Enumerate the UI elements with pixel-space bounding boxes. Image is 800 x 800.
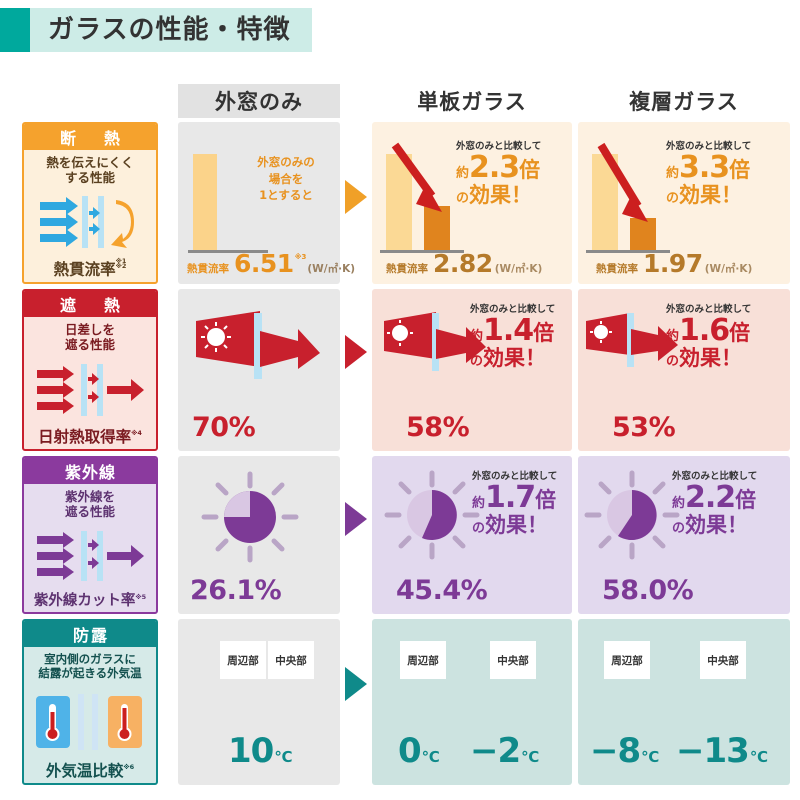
uv-pie-sun-icon (584, 470, 680, 560)
chip-edge-label: 周辺部 (604, 641, 650, 679)
value-uv-single-pane: 45.4% (396, 575, 488, 606)
uv-pie-sun-icon (200, 470, 300, 564)
column-header-outer-only: 外窓のみ (178, 84, 340, 118)
row-label-subtitle: 熱を伝えにくく する性能 (46, 155, 134, 186)
row-arrow-shading (345, 335, 367, 369)
bar-baseline (380, 250, 464, 253)
cell-condensation-double-pane: 周辺部 中央部 −8 ℃ −13 ℃ (578, 619, 790, 785)
value-condensation-double-pane-edge: −8 ℃ (590, 731, 660, 771)
column-header-label: 単板ガラス (417, 90, 527, 114)
chip-edge-label: 周辺部 (220, 641, 266, 679)
title-accent-bar (0, 8, 30, 52)
value-condensation-single-pane-edge: 0 ℃ (398, 731, 440, 771)
value-insulation-outer-only: 熱貫流率 6.51 ※3 (W/㎡·K) (187, 249, 356, 278)
row-label-metric: 熱貫流率※1 ※2 (53, 256, 127, 279)
cell-condensation-single-pane: 周辺部 中央部 0 ℃ −2 ℃ (372, 619, 572, 785)
bar-value (630, 218, 656, 250)
value-insulation-double-pane: 熱貫流率 1.97 (W/㎡·K) (596, 249, 753, 278)
bar-value (424, 206, 450, 250)
column-header-single-pane: 単板ガラス (372, 84, 572, 118)
decrease-arrow-icon (596, 140, 656, 228)
value-shading-outer-only: 70% (192, 412, 256, 443)
value-insulation-single-pane: 熱貫流率 2.82 (W/㎡·K) (386, 249, 543, 278)
page-title-bar: ガラスの性能・特徴 (0, 8, 313, 52)
column-header-label: 複層ガラス (629, 90, 739, 114)
effect-callout-single-pane: 外窓のみと比較して 約 2.3 倍 の効果！ (456, 141, 542, 207)
chip-edge-label: 周辺部 (400, 641, 446, 679)
cell-condensation-outer-only: 周辺部 中央部 10 ℃ (178, 619, 340, 785)
bar-baseline (586, 250, 670, 253)
value-shading-single-pane: 58% (406, 412, 470, 443)
value-uv-outer-only: 26.1% (190, 575, 282, 606)
chip-center-label: 中央部 (490, 641, 536, 679)
row-insulation: 断 熱 熱を伝えにくく する性能 (0, 122, 800, 284)
effect-callout-single-pane: 外窓のみと比較して 約 1.4 倍 の効果！ (470, 304, 556, 370)
row-arrow-insulation (345, 180, 367, 214)
value-uv-double-pane: 58.0% (602, 575, 694, 606)
cell-insulation-double-pane: 外窓のみと比較して 約 3.3 倍 の効果！ 熱貫流率 1.97 (W/㎡·K) (578, 122, 790, 284)
cell-insulation-outer-only: 外窓のみの 場合を 1とすると 熱貫流率 6.51 ※3 (W/㎡·K) (178, 122, 355, 284)
bar-baseline (188, 250, 268, 253)
sunlight-through-glass-icon (584, 309, 684, 387)
row-label-insulation: 断 熱 熱を伝えにくく する性能 (22, 122, 158, 284)
sun-block-arrow-icon (35, 364, 145, 418)
chip-center-label: 中央部 (700, 641, 746, 679)
row-condensation: 防露 室内側のガラスに 結露が起きる外気温 (0, 619, 800, 785)
value-shading-double-pane: 53% (612, 412, 676, 443)
row-label-subtitle: 室内側のガラスに 結露が起きる外気温 (38, 652, 142, 681)
thermometer-pair-icon (34, 693, 146, 750)
row-label-uv: 紫外線 紫外線を 遮る性能 (22, 456, 158, 614)
row-label-metric: 日射熱取得率※4 (38, 427, 142, 446)
row-label-header: 断 熱 (24, 124, 156, 150)
effect-callout-double-pane: 外窓のみと比較して 約 1.6 倍 の効果！ (666, 304, 752, 370)
uv-pie-sun-icon (384, 470, 480, 560)
bar-reference (386, 154, 412, 250)
cell-uv-outer-only: 26.1% (178, 456, 340, 614)
title-band: ガラスの性能・特徴 (30, 8, 313, 52)
cell-insulation-single-pane: 外窓のみと比較して 約 2.3 倍 の効果！ 熱貫流率 2.82 (W/㎡·K) (372, 122, 572, 284)
heat-flow-icon (38, 194, 142, 250)
sunlight-through-glass-icon (192, 309, 324, 395)
row-uv: 紫外線 紫外線を 遮る性能 (0, 456, 800, 614)
sunlight-through-glass-icon (380, 309, 490, 389)
value-condensation-double-pane-center: −13 ℃ (676, 731, 768, 771)
row-label-condensation: 防露 室内側のガラスに 結露が起きる外気温 (22, 619, 158, 785)
decrease-arrow-icon (390, 140, 450, 216)
value-condensation-single-pane-center: −2 ℃ (470, 731, 540, 771)
row-arrow-uv (345, 502, 367, 536)
cell-shading-double-pane: 外窓のみと比較して 約 1.6 倍 の効果！ 53% (578, 289, 790, 451)
cell-shading-single-pane: 外窓のみと比較して 約 1.4 倍 の効果！ 58% (372, 289, 572, 451)
column-header-label: 外窓のみ (215, 90, 303, 114)
cell-uv-single-pane: 外窓のみと比較して 約 1.7 倍 の効果！ 45.4% (372, 456, 572, 614)
uv-block-arrow-icon (35, 530, 145, 583)
row-label-header: 紫外線 (24, 458, 156, 484)
row-label-subtitle: 紫外線を 遮る性能 (64, 489, 115, 520)
row-shading: 遮 熱 日差しを 遮る性能 (0, 289, 800, 451)
cell-shading-outer-only: 70% (178, 289, 340, 451)
row-label-metric: 紫外線カット率※5 (33, 592, 147, 609)
row-label-shading: 遮 熱 日差しを 遮る性能 (22, 289, 158, 451)
row-label-metric: 外気温比較※6 (45, 761, 135, 780)
cell-uv-double-pane: 外窓のみと比較して 約 2.2 倍 の効果！ 58.0% (578, 456, 790, 614)
page-title: ガラスの性能・特徴 (48, 15, 291, 45)
effect-callout-double-pane: 外窓のみと比較して 約 3.3 倍 の効果！ (666, 141, 752, 207)
effect-callout-single-pane: 外窓のみと比較して 約 1.7 倍 の効果！ (472, 471, 558, 537)
value-condensation-outer-only: 10 ℃ (228, 731, 293, 771)
chip-center-label: 中央部 (268, 641, 314, 679)
row-label-subtitle: 日差しを 遮る性能 (64, 322, 115, 353)
row-label-header: 遮 熱 (24, 291, 156, 317)
row-label-header: 防露 (24, 621, 156, 647)
row-arrow-condensation (345, 667, 367, 701)
effect-callout-double-pane: 外窓のみと比較して 約 2.2 倍 の効果！ (672, 471, 758, 537)
bar-outer-only (193, 154, 217, 250)
column-header-double-pane: 複層ガラス (578, 84, 790, 118)
baseline-note: 外窓のみの 場合を 1とすると (257, 155, 315, 203)
